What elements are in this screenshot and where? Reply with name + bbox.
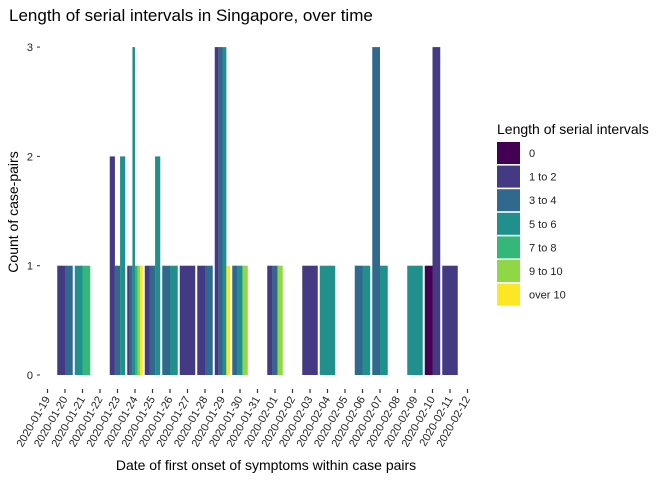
- bar-2020-01-23-5-to-6: [120, 156, 126, 375]
- legend-key-swatch: [497, 189, 520, 212]
- bar-2020-01-26-5-to-6: [170, 265, 178, 375]
- y-axis: 0 1 2 3: [27, 42, 40, 382]
- legend-key-swatch: [497, 165, 520, 188]
- bar-2020-01-24-over-10: [140, 265, 143, 375]
- bar-2020-01-21-5-to-6: [74, 265, 83, 375]
- bar-2020-01-27-1-to-2: [179, 265, 196, 375]
- bar-2020-01-24-9-to-10: [137, 265, 141, 375]
- bar-2020-01-29-1-to-2: [214, 47, 219, 375]
- bar-2020-01-30-5-to-6: [237, 265, 243, 375]
- bar-2020-02-11-1-to-2: [442, 265, 458, 375]
- legend-key-label: over 10: [529, 290, 566, 302]
- legend-key-label: 7 to 8: [529, 242, 557, 254]
- legend-key-swatch: [497, 212, 520, 235]
- legend-key-label: 5 to 6: [529, 219, 557, 231]
- bar-2020-01-28-3-to-4: [205, 265, 213, 375]
- bar-2020-01-29-3-to-4: [218, 47, 223, 375]
- bar-2020-01-23-3-to-4: [114, 265, 121, 375]
- y-tick-label: 3: [27, 42, 33, 54]
- legend-title: Length of serial intervals: [497, 121, 649, 137]
- bar-2020-01-26-3-to-4: [162, 265, 170, 375]
- bar-2020-01-25-1-to-2: [144, 265, 150, 375]
- bar-2020-02-10-1-to-2: [432, 47, 441, 375]
- bar-2020-01-20-1-to-2: [57, 265, 65, 375]
- bar-2020-01-28-1-to-2: [197, 265, 205, 375]
- bar-2020-02-01-9-to-10: [277, 265, 283, 375]
- bar-2020-01-20-3-to-4: [65, 265, 73, 375]
- bar-2020-02-06-5-to-6: [362, 265, 371, 375]
- bar-2020-01-24-1-to-2: [127, 265, 130, 375]
- bar-2020-01-25-3-to-4: [149, 265, 156, 375]
- legend-key-swatch: [497, 260, 520, 282]
- legend-key-label: 0: [529, 148, 535, 160]
- legend-key-swatch: [497, 142, 520, 164]
- legend-key-label: 1 to 2: [529, 172, 557, 184]
- bar-2020-01-24-5-to-6: [132, 47, 135, 375]
- bar-2020-01-24-3-to-4: [129, 265, 133, 375]
- bar-2020-02-03-1-to-2: [302, 265, 318, 375]
- legend-key-swatch: [497, 236, 520, 259]
- legend-key-swatch: [497, 283, 520, 306]
- bar-2020-02-06-3-to-4: [354, 265, 363, 375]
- bar-layer: [57, 47, 458, 375]
- legend-key-label: 3 to 4: [529, 195, 557, 207]
- bar-2020-02-07-5-to-6: [380, 265, 388, 375]
- bar-2020-01-21-7-to-8: [82, 265, 91, 375]
- bar-2020-01-23-1-to-2: [109, 156, 115, 375]
- bar-2020-02-10-0: [424, 265, 433, 375]
- bar-2020-01-24-7-to-8: [135, 265, 138, 375]
- legend: Length of serial intervals 0 1 to 2 3 to 4…: [497, 121, 649, 306]
- chart-title: Length of serial intervals in Singapore,…: [9, 6, 373, 25]
- y-tick-label: 1: [27, 261, 33, 273]
- bar-2020-02-01-3-to-4: [272, 265, 278, 375]
- y-axis-title: Count of case-pairs: [5, 151, 21, 272]
- bar-2020-01-30-3-to-4: [232, 265, 238, 375]
- y-tick-label: 2: [27, 151, 33, 163]
- bar-2020-01-25-5-to-6: [155, 156, 161, 375]
- x-axis-title: Date of first onset of symptoms within c…: [116, 457, 416, 473]
- bar-2020-02-07-3-to-4: [372, 47, 380, 375]
- bar-2020-01-29-over-10: [226, 265, 231, 375]
- bar-2020-01-30-9-to-10: [242, 265, 248, 375]
- bar-2020-01-29-5-to-6: [222, 47, 227, 375]
- legend-key-label: 9 to 10: [529, 266, 563, 278]
- y-tick-label: 0: [27, 370, 33, 382]
- bar-2020-02-09-5-to-6: [407, 265, 423, 375]
- x-axis: 2020-01-192020-01-202020-01-212020-01-22…: [15, 389, 473, 449]
- bar-2020-02-04-5-to-6: [319, 265, 336, 375]
- bar-2020-02-01-1-to-2: [267, 265, 273, 375]
